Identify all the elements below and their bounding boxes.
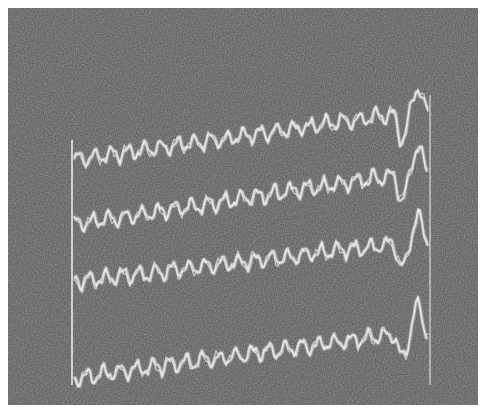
- oscilloscope-photo: [0, 0, 486, 413]
- screen-grain: [8, 8, 478, 405]
